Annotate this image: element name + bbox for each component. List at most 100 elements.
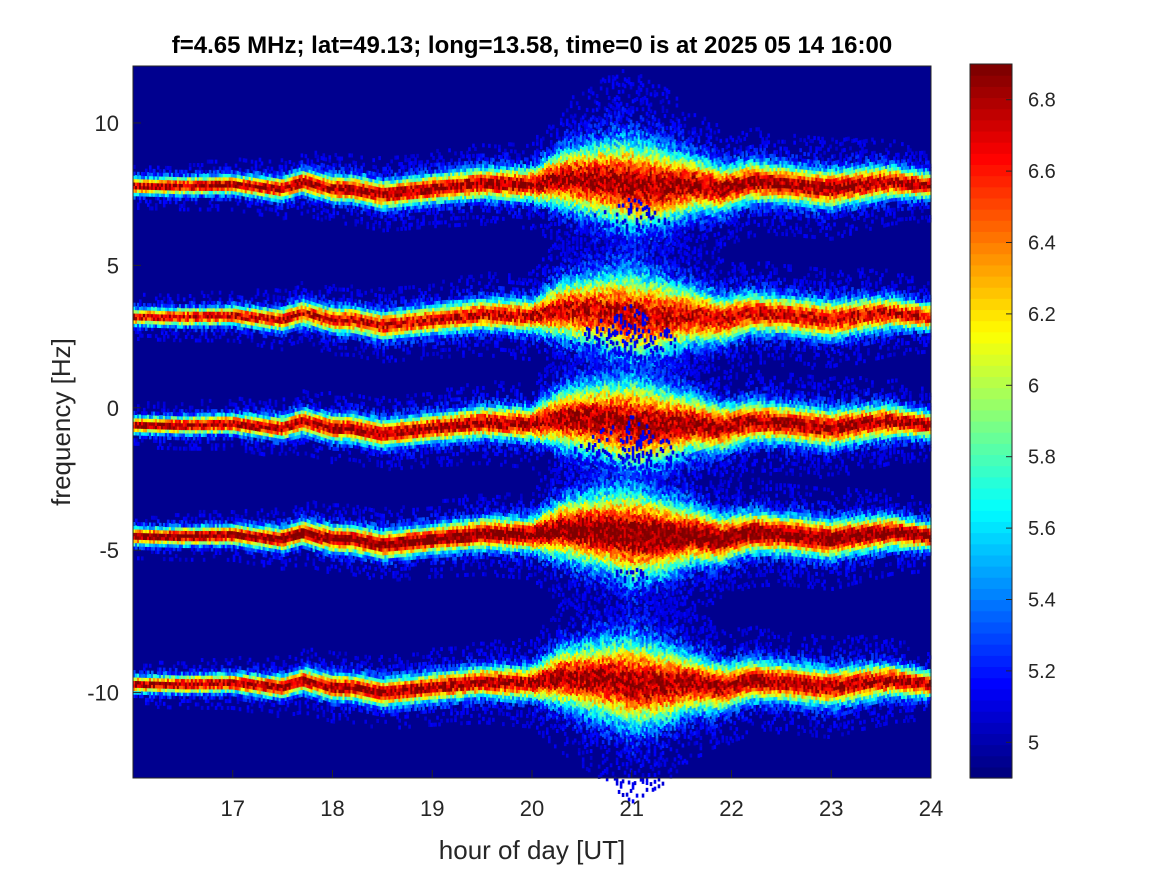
heatmap-cell (239, 199, 242, 203)
heatmap-cell (317, 216, 320, 220)
heatmap-cell (251, 201, 254, 205)
heatmap-cell (301, 212, 304, 216)
heatmap-cell (307, 158, 310, 162)
heatmap-cell (305, 154, 308, 158)
heatmap-cell (289, 160, 292, 164)
heatmap-cell (301, 153, 304, 157)
heatmap-cell (201, 170, 204, 174)
heatmap-cell (199, 207, 202, 211)
heatmap-cell (315, 151, 318, 155)
chart-title: f=4.65 MHz; lat=49.13; long=13.58, time=… (172, 32, 892, 59)
heatmap-cell (185, 170, 188, 174)
heatmap-cell (307, 210, 310, 214)
heatmap-cell (313, 215, 316, 219)
heatmap-cell (145, 169, 148, 173)
heatmap-cell (251, 160, 254, 164)
heatmap-cell (243, 210, 246, 214)
heatmap-cell (195, 201, 198, 205)
heatmap-cell (201, 163, 204, 167)
heatmap-cell (281, 165, 284, 169)
heatmap-cell (271, 208, 274, 212)
heatmap-cell (327, 209, 330, 213)
heatmap-cell (313, 208, 316, 212)
heatmap-cell (209, 170, 212, 174)
heatmap-cell (317, 158, 320, 162)
heatmap-cell (189, 166, 192, 170)
heatmap-cell (285, 216, 288, 220)
heatmap-cell (169, 200, 172, 204)
heatmap-cell (193, 163, 196, 167)
heatmap-cell (219, 167, 222, 171)
heatmap-cell (225, 163, 228, 167)
heatmap-cell (239, 168, 242, 172)
heatmap-cell (301, 160, 304, 164)
heatmap-cell (239, 158, 242, 162)
heatmap-cell (183, 207, 186, 211)
heatmap-cell (323, 153, 326, 157)
heatmap-cell (151, 206, 154, 210)
heatmap-cell (303, 201, 306, 205)
heatmap-cell (245, 159, 248, 163)
heatmap-cell (323, 164, 326, 168)
spectrogram-figure: f=4.65 MHz; lat=49.13; long=13.58, time=… (0, 0, 1167, 875)
heatmap-cell (229, 167, 232, 171)
heatmap-cell (155, 203, 158, 207)
heatmap-cell (187, 207, 190, 211)
heatmap-cell (259, 158, 262, 162)
heatmap-cell (149, 165, 152, 169)
heatmap-cell (267, 166, 270, 170)
heatmap-cell (285, 164, 288, 168)
heatmap-cell (317, 213, 320, 217)
heatmap-cell (329, 159, 332, 163)
heatmap-cell (277, 212, 280, 216)
heatmap-cell (231, 208, 234, 212)
heatmap-cell (297, 206, 300, 210)
heatmap-cell (175, 170, 178, 174)
heatmap-cell (293, 162, 296, 166)
heatmap-cell (153, 169, 156, 173)
heatmap-cell (311, 160, 314, 164)
heatmap-cell (217, 204, 220, 208)
heatmap-cell (211, 160, 214, 164)
heatmap-cell (265, 207, 268, 211)
heatmap-cells (133, 69, 932, 803)
heatmap-cell (293, 203, 296, 207)
heatmap-cell (321, 218, 324, 222)
heatmap-cell (255, 160, 258, 164)
heatmap-cell (255, 164, 258, 168)
heatmap-cell (155, 207, 158, 211)
heatmap-cell (271, 167, 274, 171)
heatmap-cell (169, 166, 172, 170)
heatmap-cell (269, 160, 272, 164)
heatmap-cell (189, 163, 192, 167)
heatmap-cell (215, 160, 218, 164)
heatmap-cell (281, 158, 284, 162)
heatmap-cell (259, 171, 262, 175)
plot-area (133, 66, 932, 803)
heatmap-cell (261, 161, 264, 165)
heatmap-cell (205, 170, 208, 174)
heatmap-cell (159, 169, 162, 173)
heatmap-cell (169, 169, 172, 173)
heatmap-cell (247, 169, 250, 173)
heatmap-cell (325, 215, 328, 219)
heatmap-cell (213, 166, 216, 170)
heatmap-cell (149, 200, 152, 204)
heatmap-cell (259, 209, 262, 213)
heatmap-cell (251, 167, 254, 171)
heatmap-cell (281, 203, 284, 207)
heatmap-cell (285, 161, 288, 165)
heatmap-cell (137, 172, 140, 176)
heatmap-cell (183, 204, 186, 208)
heatmap-cell (145, 199, 148, 203)
heatmap-cell (325, 157, 328, 161)
heatmap-cell (317, 155, 320, 159)
heatmap-cell (321, 204, 324, 208)
heatmap-cell (211, 204, 214, 208)
heatmap-cell (329, 155, 332, 159)
heatmap-cell (235, 164, 238, 168)
heatmap-cell (285, 212, 288, 216)
heatmap-cell (159, 200, 162, 204)
heatmap-cell (297, 199, 300, 203)
heatmap-cell (307, 162, 310, 166)
